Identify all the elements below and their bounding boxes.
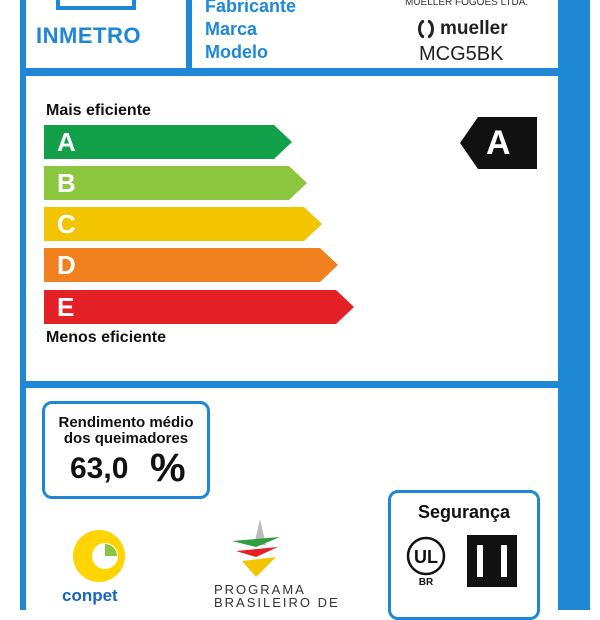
rating-indicator xyxy=(460,117,537,169)
efficiency-title-line2: dos queimadores xyxy=(63,430,189,447)
safety-title: Segurança xyxy=(417,502,511,522)
model-name: MCG5BK xyxy=(419,43,504,65)
ul-mark-sub: BR xyxy=(419,577,434,586)
label-modelo: Modelo xyxy=(205,42,268,62)
brand-name: mueller xyxy=(440,18,508,39)
programa-text-line1: PROGRAMA xyxy=(214,582,306,597)
label-fabricante: Fabricante xyxy=(205,0,297,16)
ul-mark-icon: UL BR xyxy=(406,536,446,586)
class-e-letter: E xyxy=(57,292,75,322)
inmetro-certification-icon xyxy=(467,535,517,587)
inmetro-logo: INMETRO xyxy=(36,23,141,48)
conpet-text: conpet xyxy=(62,586,118,605)
conpet-logo-icon xyxy=(73,530,125,582)
class-b-letter: B xyxy=(57,168,76,198)
efficiency-value: 63,0 xyxy=(70,452,129,485)
efficiency-unit: % xyxy=(150,446,186,490)
class-a-arrow xyxy=(44,125,292,159)
product-info-panel xyxy=(192,0,558,68)
class-b-arrow xyxy=(44,166,307,200)
scale-bottom-label: Menos eficiente xyxy=(46,329,167,346)
brand-logo: mueller xyxy=(416,18,508,40)
programa-logo-icon xyxy=(232,519,280,577)
scale-top-label: Mais eficiente xyxy=(46,102,151,119)
inmetro-logo-bracket xyxy=(56,0,136,10)
class-c-letter: C xyxy=(57,209,76,239)
programa-text-line2: BRASILEIRO DE xyxy=(214,595,340,610)
class-c-arrow xyxy=(44,207,322,241)
efficiency-box xyxy=(42,401,210,499)
mueller-logo-icon xyxy=(418,20,434,38)
label-marca: Marca xyxy=(205,19,258,39)
class-d-arrow xyxy=(44,248,338,282)
efficiency-title-line1: Rendimento médio xyxy=(58,414,194,431)
rating-letter: A xyxy=(486,124,511,162)
class-a-letter: A xyxy=(57,127,76,157)
manufacturer-name: MUELLER FOGOES LTDA. xyxy=(405,0,529,8)
ul-mark-text: UL xyxy=(414,547,438,567)
class-e-arrow xyxy=(44,290,354,324)
inmetro-logo-panel xyxy=(26,0,186,68)
class-d-letter: D xyxy=(57,250,76,280)
